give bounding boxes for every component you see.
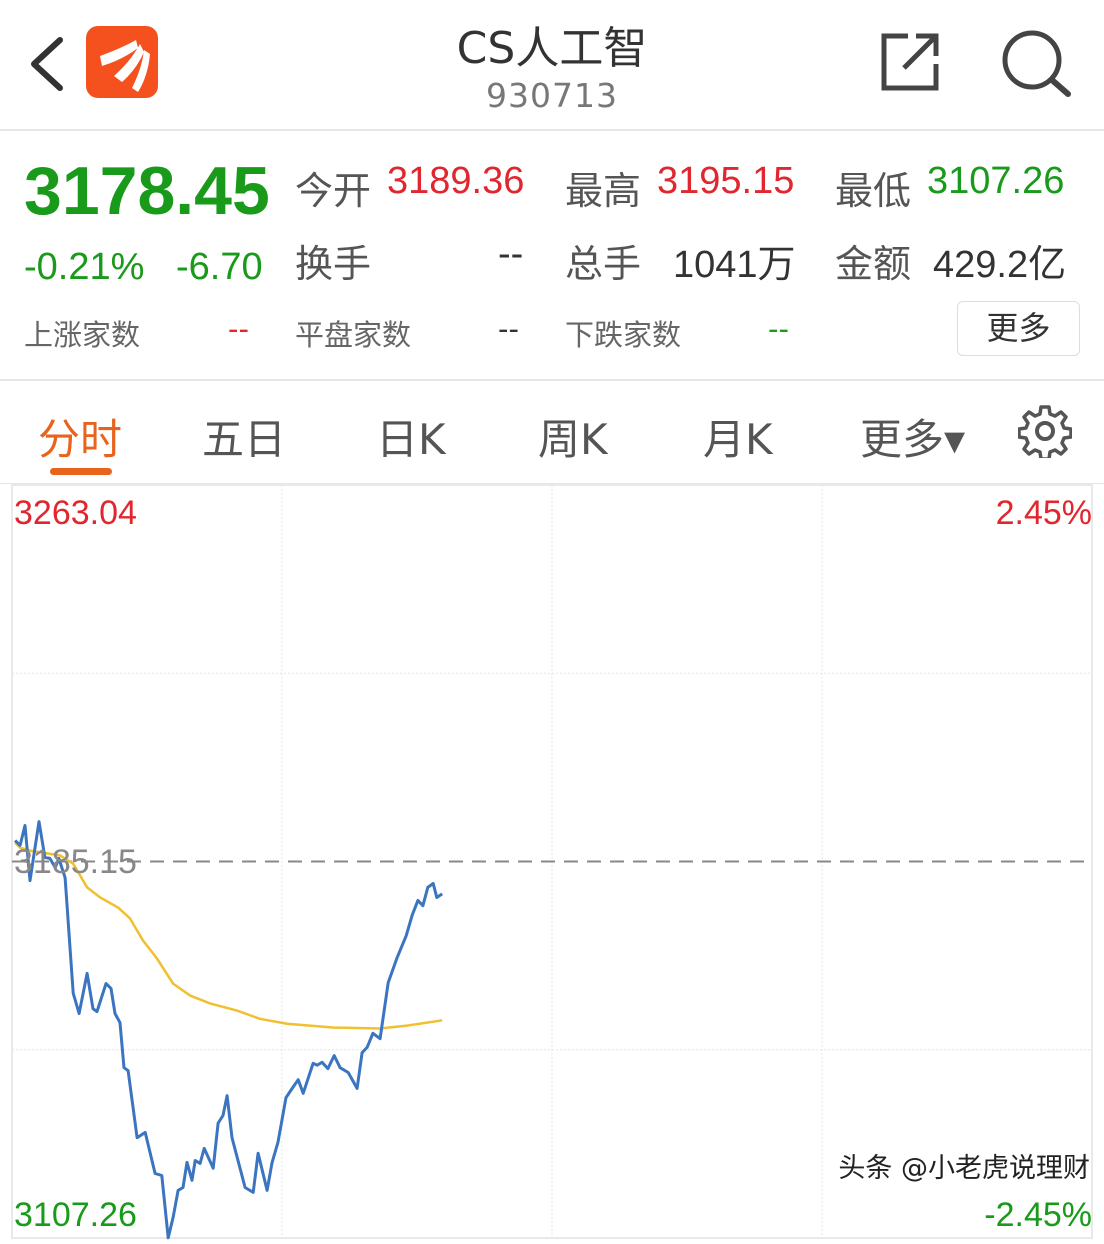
high-label: 最高	[565, 171, 642, 213]
amount-value: 429.2亿	[933, 244, 1067, 286]
change-percent: -0.21%	[24, 246, 145, 288]
intraday-chart	[11, 484, 1093, 1240]
turnover-label: 换手	[295, 244, 372, 286]
average-price-line	[14, 841, 443, 1030]
decliners-value: --	[768, 312, 789, 346]
advancers-value: --	[228, 312, 249, 346]
tab-monthly-k[interactable]: 月K	[703, 415, 773, 464]
page-title: CS人工智	[456, 23, 648, 74]
volume-label: 总手	[565, 244, 642, 286]
advancers-label: 上涨家数	[24, 318, 141, 352]
low-value: 3107.26	[927, 160, 1065, 202]
unchanged-value: --	[498, 312, 519, 346]
settings-button[interactable]	[1017, 404, 1073, 462]
share-button[interactable]	[880, 32, 942, 96]
divider	[0, 483, 1104, 484]
turnover-value: --	[498, 233, 524, 275]
search-icon	[1002, 30, 1071, 97]
unchanged-label: 平盘家数	[295, 318, 412, 352]
watermark: 头条 @小老虎说理财	[838, 1153, 1090, 1184]
amount-label: 金额	[835, 244, 912, 286]
low-label: 最低	[835, 171, 912, 213]
volume-value: 1041万	[673, 244, 796, 286]
tab-five-day[interactable]: 五日	[202, 415, 287, 464]
search-button[interactable]	[1000, 28, 1072, 102]
pct-max-label: 2.45%	[995, 494, 1092, 532]
change-value: -6.70	[176, 246, 263, 288]
share-icon	[881, 33, 939, 91]
tab-intraday[interactable]: 分时	[38, 415, 123, 464]
divider	[0, 379, 1104, 381]
pct-min-label: -2.45%	[984, 1196, 1092, 1234]
back-button[interactable]	[28, 36, 68, 92]
current-price: 3178.45	[24, 153, 270, 229]
index-code: 930713	[486, 76, 618, 115]
tab-weekly-k[interactable]: 周K	[538, 415, 608, 464]
active-tab-indicator	[50, 468, 112, 475]
open-value: 3189.36	[387, 160, 525, 202]
tab-more[interactable]: 更多▾	[860, 415, 966, 464]
decliners-label: 下跌家数	[565, 318, 682, 352]
gear-icon	[1017, 405, 1073, 461]
open-label: 今开	[295, 171, 372, 213]
app-logo	[86, 26, 158, 98]
y-max-label: 3263.04	[14, 494, 137, 532]
y-min-label: 3107.26	[14, 1196, 137, 1234]
prev-close-label: 3185.15	[14, 843, 137, 881]
price-line	[14, 820, 444, 1240]
chevron-left-icon	[31, 37, 63, 91]
more-quote-button[interactable]: 更多	[957, 301, 1080, 356]
tab-daily-k[interactable]: 日K	[376, 415, 446, 464]
divider	[0, 129, 1104, 131]
high-value: 3195.15	[657, 160, 795, 202]
